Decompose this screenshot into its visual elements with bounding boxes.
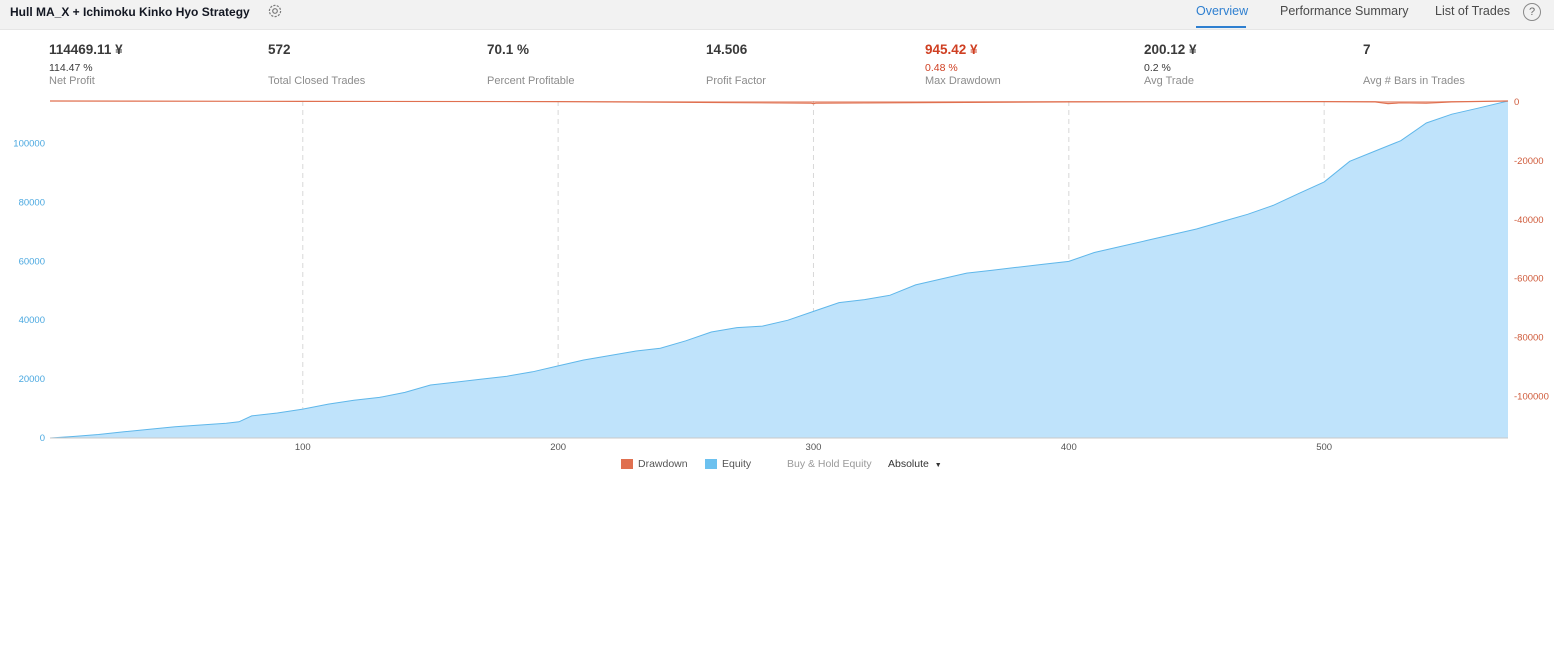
right-axis-tick-label: 0 — [1514, 97, 1519, 108]
left-axis-tick-label: 40000 — [19, 315, 45, 326]
chevron-down-icon: ▼ — [934, 462, 942, 469]
x-axis-tick-label: 500 — [1316, 442, 1332, 453]
drawdown-line — [49, 100, 1509, 105]
tab-overview[interactable]: Overview — [1196, 4, 1249, 18]
mode-dropdown-label: Absolute — [888, 458, 929, 470]
equity-swatch — [705, 459, 717, 469]
left-axis-tick-label: 100000 — [13, 139, 45, 150]
metric-value: 572 — [268, 42, 291, 57]
help-icon[interactable]: ? — [1523, 3, 1541, 21]
metric-value: 14.506 — [706, 42, 748, 57]
x-axis-tick-label: 100 — [295, 442, 311, 453]
right-axis-tick-label: -40000 — [1514, 215, 1544, 226]
legend-label: Buy & Hold Equity — [787, 458, 872, 470]
left-axis-tick-label: 80000 — [19, 197, 45, 208]
metric-net-profit: 114469.11 ¥ 114.47 % Net Profit — [49, 42, 259, 87]
equity-area — [50, 101, 1508, 438]
right-axis-tick-label: -60000 — [1514, 274, 1544, 285]
metric-value: 7 — [1363, 42, 1371, 57]
metric-sub-value — [706, 62, 916, 74]
left-axis-tick-label: 0 — [40, 433, 45, 444]
strategy-header: Hull MA_X + Ichimoku Kinko Hyo Strategy … — [0, 0, 1554, 30]
metric-avg-trade: 200.12 ¥ 0.2 % Avg Trade — [1144, 42, 1354, 87]
metric-avg-bars-in-trades: 7 Avg # Bars in Trades — [1363, 42, 1554, 87]
left-axis-tick-label: 60000 — [19, 256, 45, 267]
metric-total-closed-trades: 572 Total Closed Trades — [268, 42, 478, 87]
metric-sub-value — [487, 62, 697, 74]
metric-sub-value: 114.47 % — [49, 62, 93, 74]
x-axis-tick-label: 300 — [806, 442, 822, 453]
x-axis-tick-label: 400 — [1061, 442, 1077, 453]
equity-chart: 0 20000 40000 60000 80000 100000 0 -20000 -40000… — [13, 97, 1549, 453]
metric-value: 200.12 ¥ — [1144, 42, 1197, 57]
metric-label: Avg # Bars in Trades — [1363, 75, 1465, 87]
metric-value: 114469.11 ¥ — [49, 42, 123, 57]
metric-profit-factor: 14.506 Profit Factor — [706, 42, 916, 87]
metric-sub-value: 0.2 % — [1144, 62, 1171, 74]
legend-label: Equity — [722, 458, 752, 470]
tab-list-of-trades[interactable]: List of Trades — [1435, 4, 1511, 18]
tab-performance-summary[interactable]: Performance Summary — [1280, 4, 1409, 18]
metric-label: Percent Profitable — [487, 75, 575, 87]
right-axis-tick-label: -20000 — [1514, 156, 1544, 167]
metric-value: 70.1 % — [487, 42, 530, 57]
metric-sub-value — [268, 62, 478, 74]
metric-percent-profitable: 70.1 % Percent Profitable — [487, 42, 697, 87]
metric-sub-value — [1363, 62, 1554, 74]
metric-sub-value: 0.48 % — [925, 62, 958, 74]
metric-label: Net Profit — [49, 75, 95, 87]
left-axis-tick-label: 20000 — [19, 374, 45, 385]
legend-label: Drawdown — [638, 458, 688, 470]
equity-line — [49, 100, 1509, 439]
metric-label: Avg Trade — [1144, 75, 1194, 87]
strategy-title: Hull MA_X + Ichimoku Kinko Hyo Strategy — [10, 5, 250, 19]
x-axis-tick-label: 200 — [550, 442, 566, 453]
metric-max-drawdown: 945.42 ¥ 0.48 % Max Drawdown — [925, 42, 1135, 87]
metric-label: Profit Factor — [706, 75, 766, 87]
metric-value: 945.42 ¥ — [925, 42, 978, 57]
mode-dropdown[interactable]: Absolute ▼ — [888, 458, 942, 470]
metric-label: Total Closed Trades — [268, 75, 366, 87]
right-axis-tick-label: -100000 — [1514, 391, 1549, 402]
settings-gear-icon[interactable] — [267, 3, 283, 19]
drawdown-swatch — [621, 459, 633, 469]
right-axis-tick-label: -80000 — [1514, 333, 1544, 344]
metric-label: Max Drawdown — [925, 75, 1001, 87]
active-tab-indicator — [1196, 26, 1246, 28]
